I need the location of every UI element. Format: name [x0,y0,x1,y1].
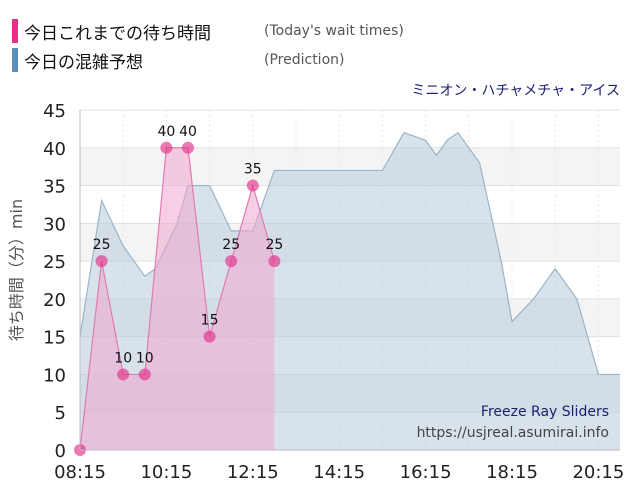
legend-label-today: 今日これまでの待ち時間 [24,23,211,44]
x-tick-label: 12:15 [227,462,279,483]
today-data-label: 40 [179,124,197,140]
today-data-label: 10 [136,350,154,366]
x-tick-label: 10:15 [140,462,192,483]
watermark-title: Freeze Ray Sliders [481,404,609,420]
x-tick-label: 18:15 [486,462,538,483]
y-tick-label: 40 [43,139,66,160]
x-tick-label: 20:15 [572,462,624,483]
legend-item-prediction: 今日の混雑予想 (Prediction) [12,48,345,73]
today-line [79,147,275,451]
today-data-label: 25 [93,237,111,253]
legend-sub-prediction: (Prediction) [264,52,345,68]
y-tick-label: 20 [43,290,66,311]
legend-sub-today: (Today's wait times) [264,23,404,39]
today-point [182,141,194,154]
y-tick-label: 5 [55,403,66,424]
axes: 0 5 10 15 20 25 30 35 40 45 08:15 10:15 12:15 14:15 16… [43,101,624,483]
y-tick-label: 30 [43,214,66,235]
x-tick-label: 14:15 [313,462,365,483]
y-tick-label: 25 [43,252,66,273]
today-data-label: 25 [265,237,283,253]
y-tick-label: 45 [43,101,66,122]
today-point [95,255,108,268]
today-point [225,255,238,268]
today-point [203,330,216,343]
y-tick-label: 35 [43,177,66,198]
x-tick-label: 16:15 [400,462,452,483]
today-data-label: 25 [222,237,240,253]
legend-label-prediction: 今日の混雑予想 [24,52,143,73]
today-point [268,255,281,268]
x-tick-label: 08:15 [54,462,106,483]
ride-name: ミニオン・ハチャメチャ・アイス [411,83,620,99]
series-layer: 25 10 10 40 40 15 25 35 25 [74,124,620,456]
today-point [117,368,130,381]
legend-swatch-today [12,19,18,43]
legend-swatch-prediction [12,48,18,72]
today-data-label: 40 [157,124,175,140]
legend-item-today: 今日これまでの待ち時間 (Today's wait times) [12,19,404,44]
y-tick-label: 15 [43,328,66,349]
today-point [138,368,151,381]
today-point [160,141,173,154]
y-tick-label: 10 [43,365,66,386]
y-axis-label: 待ち時間（分）min [7,199,26,341]
today-data-label: 15 [201,313,219,329]
today-data-label: 35 [244,162,262,178]
watermark-url: https://usjreal.asumirai.info [417,425,609,441]
today-data-label: 10 [114,350,132,366]
today-point [246,179,259,192]
y-tick-label: 0 [55,441,66,462]
